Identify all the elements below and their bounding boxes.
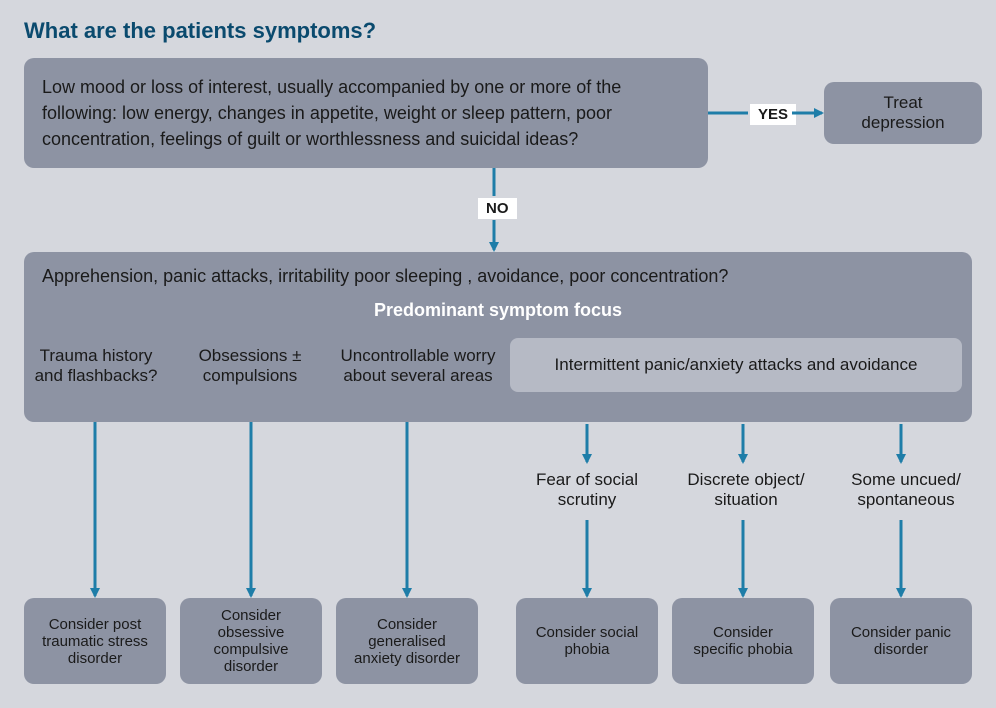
outcome-ocd: Consider obsessive compulsive disorder (180, 598, 322, 684)
page-title: What are the patients symptoms? (24, 18, 376, 44)
intermittent-panic-text: Intermittent panic/anxiety attacks and a… (555, 355, 918, 375)
symptom-col-trauma: Trauma history and flashbacks? (34, 330, 158, 402)
symptom-col-worry: Uncontrollable worry about several areas (338, 330, 498, 402)
outcome-ptsd: Consider post traumatic stress disorder (24, 598, 166, 684)
mid-label-discrete-object: Discrete object/ situation (678, 470, 814, 510)
mid-label-uncued: Some uncued/ spontaneous (838, 470, 974, 510)
treat-depression-box: Treat depression (824, 82, 982, 144)
intermittent-panic-panel: Intermittent panic/anxiety attacks and a… (510, 338, 962, 392)
outcome-social-phobia: Consider social phobia (516, 598, 658, 684)
question-2-text: Apprehension, panic attacks, irritabilit… (42, 266, 952, 287)
no-badge: NO (478, 198, 517, 219)
mid-label-social-scrutiny: Fear of social scrutiny (522, 470, 652, 510)
question-1-box: Low mood or loss of interest, usually ac… (24, 58, 708, 168)
predominant-symptom-focus-heading: Predominant symptom focus (24, 300, 972, 321)
symptom-col-obsessions: Obsessions ± compulsions (180, 330, 320, 402)
outcome-panic-disorder: Consider panic disorder (830, 598, 972, 684)
question-1-text: Low mood or loss of interest, usually ac… (42, 74, 690, 152)
yes-badge: YES (750, 104, 796, 125)
treat-depression-text: Treat depression (842, 93, 964, 133)
outcome-gad: Consider generalised anxiety disorder (336, 598, 478, 684)
outcome-specific-phobia: Consider specific phobia (672, 598, 814, 684)
